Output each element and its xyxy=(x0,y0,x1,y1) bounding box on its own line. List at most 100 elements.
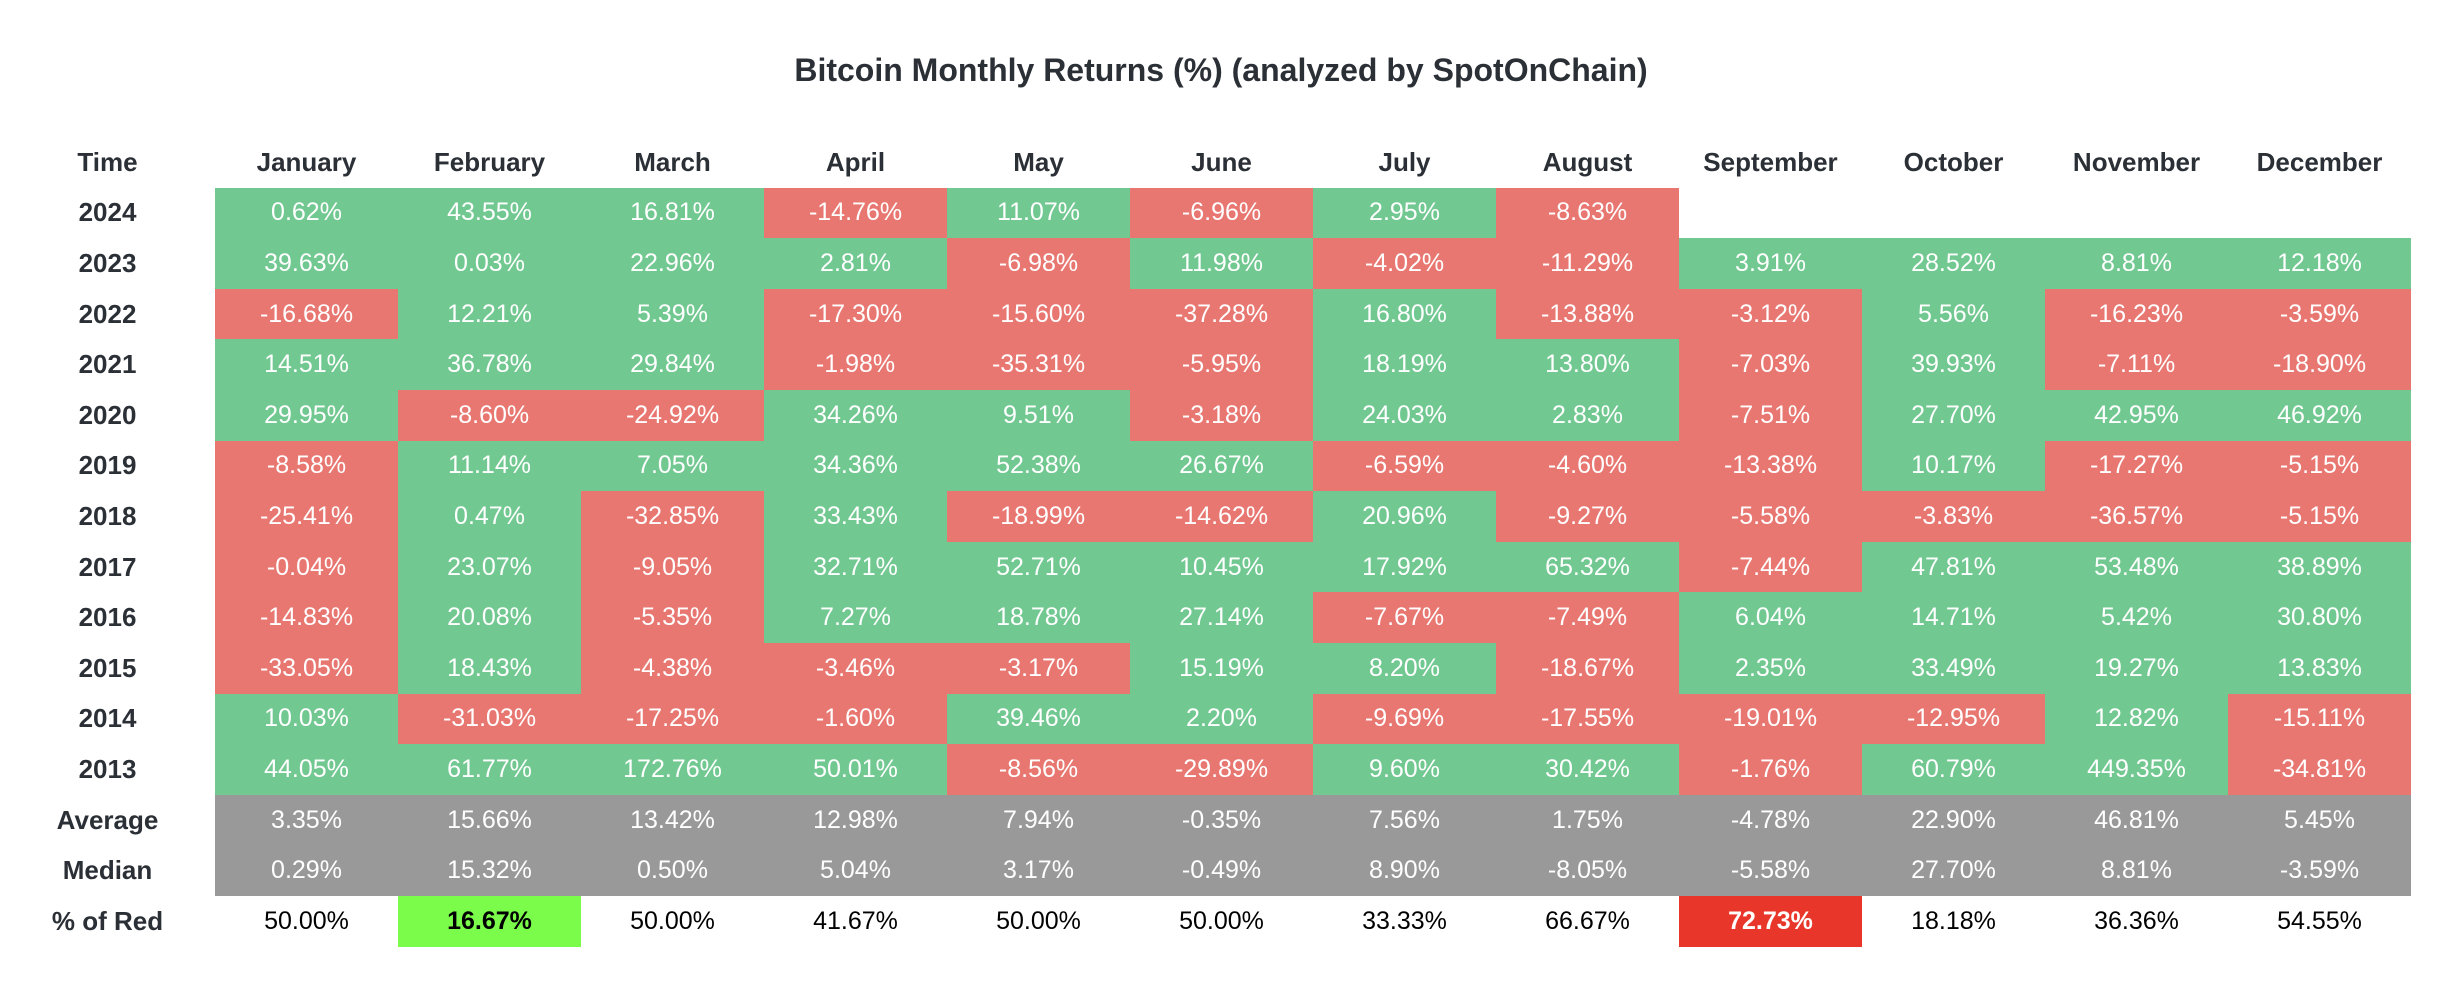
red-share-cell: 66.67% xyxy=(1545,906,1630,935)
heatmap-cell: 23.07% xyxy=(398,541,581,593)
heatmap-cell: 10.17% xyxy=(1862,440,2045,492)
heatmap-cell: -8.63% xyxy=(1496,187,1679,239)
summary-cell: 46.81% xyxy=(2045,794,2228,846)
heatmap-cell: 34.26% xyxy=(764,389,947,441)
summary-cell: 0.29% xyxy=(215,845,398,896)
heatmap-cell: -36.57% xyxy=(2045,491,2228,542)
heatmap-cell: -18.90% xyxy=(2228,339,2411,390)
heatmap-cell: 9.60% xyxy=(1313,744,1496,795)
heatmap-cell: 60.79% xyxy=(1862,744,2045,795)
column-header-august: August xyxy=(1542,146,1633,177)
heatmap-cell: -4.02% xyxy=(1313,238,1496,289)
heatmap-cell: -18.67% xyxy=(1496,642,1679,694)
summary-cell: -5.58% xyxy=(1679,845,1862,896)
column-header-july: July xyxy=(1378,146,1431,177)
heatmap-cell: -15.60% xyxy=(947,288,1130,340)
heatmap-cell: 16.81% xyxy=(581,187,764,239)
heatmap-cell: 5.39% xyxy=(581,288,764,340)
heatmap-cell: -9.69% xyxy=(1313,693,1496,745)
heatmap-cell: 12.21% xyxy=(398,288,581,340)
heatmap-cell: 5.56% xyxy=(1862,288,2045,340)
heatmap-cell: 61.77% xyxy=(398,744,581,795)
heatmap-cell: -17.27% xyxy=(2045,440,2228,492)
returns-heatmap: Time January February March April May June July… xyxy=(0,137,2411,947)
heatmap-cell: 50.01% xyxy=(764,744,947,795)
chart-title: Bitcoin Monthly Returns (%) (analyzed by… xyxy=(794,52,1648,88)
heatmap-cell: -16.68% xyxy=(215,288,398,340)
heatmap-cell: 2.83% xyxy=(1496,389,1679,441)
heatmap-cell: 52.71% xyxy=(947,541,1130,593)
heatmap-cell: 39.46% xyxy=(947,693,1130,745)
heatmap-cell: -32.85% xyxy=(581,491,764,542)
heatmap-cell: 11.14% xyxy=(398,440,581,492)
row-label-2016: 2016 xyxy=(78,602,137,633)
heatmap-cell: -37.28% xyxy=(1130,288,1313,340)
heatmap-cell: -17.55% xyxy=(1496,693,1679,745)
heatmap-cell: 14.51% xyxy=(215,339,398,390)
heatmap-cell: 19.27% xyxy=(2045,642,2228,694)
row-label-2014: 2014 xyxy=(78,703,137,734)
heatmap-cell: 46.92% xyxy=(2228,389,2411,441)
heatmap-cell: -19.01% xyxy=(1679,693,1862,745)
heatmap-cell: -0.04% xyxy=(215,541,398,593)
heatmap-cell: 34.36% xyxy=(764,440,947,492)
heatmap-cell: -7.03% xyxy=(1679,339,1862,390)
heatmap-cell: -9.27% xyxy=(1496,491,1679,542)
heatmap-cell: -31.03% xyxy=(398,693,581,745)
heatmap-cell: -25.41% xyxy=(215,491,398,542)
heatmap-cell: 3.91% xyxy=(1679,238,1862,289)
heatmap-cell: -17.30% xyxy=(764,288,947,340)
heatmap-cell: 24.03% xyxy=(1313,389,1496,441)
summary-cell: 3.17% xyxy=(947,845,1130,896)
heatmap-cell: -1.76% xyxy=(1679,744,1862,795)
heatmap-cell: 36.78% xyxy=(398,339,581,390)
heatmap-cell: 27.70% xyxy=(1862,389,2045,441)
column-header-february: February xyxy=(433,146,546,177)
summary-cell: -4.78% xyxy=(1679,794,1862,846)
heatmap-cell: 13.83% xyxy=(2228,642,2411,694)
heatmap-cell: 18.19% xyxy=(1313,339,1496,390)
heatmap-cell: 26.67% xyxy=(1130,440,1313,492)
red-share-cell: 16.67% xyxy=(398,895,581,947)
heatmap-cell: 0.47% xyxy=(398,491,581,542)
heatmap-cell: 10.45% xyxy=(1130,541,1313,593)
heatmap-cell: -14.83% xyxy=(215,592,398,643)
heatmap-cell: -18.99% xyxy=(947,491,1130,542)
heatmap-cell: 43.55% xyxy=(398,187,581,239)
summary-cell: 0.50% xyxy=(581,845,764,896)
summary-cell: 13.42% xyxy=(581,794,764,846)
heatmap-cell: 7.27% xyxy=(764,592,947,643)
red-share-cell: 41.67% xyxy=(813,906,898,935)
row-label-2021: 2021 xyxy=(78,349,137,380)
heatmap-cell: 29.84% xyxy=(581,339,764,390)
heatmap-cell: -7.11% xyxy=(2045,339,2228,390)
heatmap-cell: 8.81% xyxy=(2045,238,2228,289)
red-share-cell: 50.00% xyxy=(996,906,1081,935)
row-label-2023: 2023 xyxy=(78,247,137,278)
red-share-cell: 54.55% xyxy=(2277,906,2362,935)
heatmap-cell: -5.15% xyxy=(2228,491,2411,542)
heatmap-cell: 2.81% xyxy=(764,238,947,289)
summary-cell: 15.66% xyxy=(398,794,581,846)
heatmap-cell: 28.52% xyxy=(1862,238,2045,289)
heatmap-cell: 33.43% xyxy=(764,491,947,542)
heatmap-cell: -1.98% xyxy=(764,339,947,390)
heatmap-cell: -3.18% xyxy=(1130,389,1313,441)
column-header-october: October xyxy=(1903,146,2004,177)
row-label-median: Median xyxy=(62,855,153,886)
heatmap-cell: -9.05% xyxy=(581,541,764,593)
heatmap-cell xyxy=(2228,188,2411,239)
heatmap-cell: 30.80% xyxy=(2228,592,2411,643)
heatmap-cell: -6.96% xyxy=(1130,187,1313,239)
heatmap-cell: -8.58% xyxy=(215,440,398,492)
column-header-december: December xyxy=(2256,146,2383,177)
summary-cell: 12.98% xyxy=(764,794,947,846)
column-header-march: March xyxy=(634,146,711,177)
summary-cell: 8.81% xyxy=(2045,845,2228,896)
summary-cell: -8.05% xyxy=(1496,845,1679,896)
column-header-may: May xyxy=(1013,146,1064,177)
summary-cell: 8.90% xyxy=(1313,845,1496,896)
heatmap-cell: -5.15% xyxy=(2228,440,2411,492)
heatmap-cell: 16.80% xyxy=(1313,288,1496,340)
heatmap-cell: 33.49% xyxy=(1862,642,2045,694)
